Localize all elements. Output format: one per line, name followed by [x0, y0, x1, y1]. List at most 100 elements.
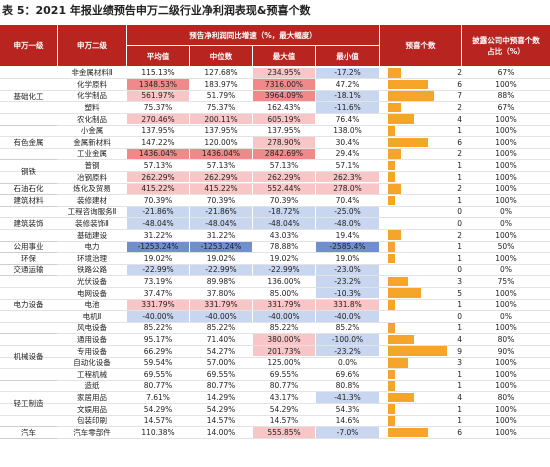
group-line: [0, 205, 57, 207]
sub-industry: 文娱用品: [77, 404, 107, 414]
growth-value: -48.04%: [127, 218, 189, 229]
growth-value: 331.8%: [316, 299, 379, 311]
sub-industry: 光伏设备: [77, 277, 107, 287]
pct-value: 100%: [495, 323, 517, 333]
growth-value: 70.39%: [143, 195, 173, 205]
group-line: [0, 252, 57, 254]
sub-industry: 造纸: [84, 381, 100, 391]
growth-value: 138.0%: [333, 126, 362, 136]
growth-value: -18.1%: [316, 90, 379, 102]
header-cell: 最大值: [253, 46, 315, 66]
count-bar: [388, 404, 395, 414]
pct-value: 100%: [495, 230, 517, 240]
row-line: [0, 217, 550, 219]
sub-industry: 自动化设备: [73, 358, 111, 368]
growth-value: 14.00%: [206, 427, 236, 437]
growth-value: -2585.4%: [316, 241, 379, 253]
group-line: [0, 182, 57, 184]
growth-value: 147.22%: [141, 137, 175, 147]
sub-industry: 非金属材料Ⅱ: [71, 68, 113, 78]
growth-value: 54.3%: [335, 404, 360, 414]
count-bar: [388, 242, 395, 252]
group-line: [0, 437, 57, 439]
industry: 石油石化: [13, 184, 44, 194]
growth-value: 110.38%: [141, 427, 175, 437]
growth-value: 0.0%: [337, 358, 358, 368]
growth-value: 3964.09%: [253, 90, 315, 102]
growth-value: 262.29%: [253, 171, 315, 183]
growth-value: -7.0%: [316, 427, 379, 438]
growth-value: 85.22%: [206, 323, 236, 333]
growth-value: 19.02%: [143, 253, 173, 263]
pct-value: 100%: [495, 288, 517, 298]
sub-industry: 普钢: [84, 161, 100, 171]
growth-value: -10.3%: [316, 287, 379, 299]
pct-value: 100%: [495, 184, 517, 194]
sub-industry: 工业金属: [77, 149, 107, 159]
growth-value: 75.37%: [143, 103, 173, 113]
row-line: [0, 136, 550, 138]
growth-value: -40.00%: [190, 311, 252, 322]
row-line: [0, 310, 550, 312]
sub-industry: 塑料: [84, 103, 100, 113]
count-value: 2: [457, 184, 462, 194]
count-value: 1: [457, 369, 462, 379]
pct-value: 100%: [495, 114, 517, 124]
growth-value: 69.55%: [269, 369, 299, 379]
row-line: [0, 275, 550, 277]
count-value: 4: [457, 335, 462, 345]
count-bar: [388, 334, 415, 345]
header-cell: 最小值: [316, 46, 379, 66]
growth-value: 1436.04%: [190, 148, 252, 160]
pct-value: 80%: [497, 335, 515, 345]
header-cell: 申万二级: [58, 25, 126, 66]
growth-value: 89.98%: [206, 277, 236, 287]
count-value: 0: [457, 207, 462, 217]
growth-value: 14.57%: [143, 416, 173, 426]
growth-value: 70.39%: [206, 195, 236, 205]
growth-value: 7316.00%: [253, 79, 315, 90]
count-bar: [388, 323, 395, 333]
growth-value: 561.97%: [127, 90, 189, 102]
row-line: [0, 344, 550, 346]
group-line: [0, 159, 57, 161]
count-bar: [388, 416, 395, 426]
growth-value: 29.4%: [335, 149, 360, 159]
pct-value: 100%: [495, 427, 517, 437]
growth-value: 278.90%: [253, 137, 315, 148]
growth-value: 115.13%: [141, 68, 175, 78]
industry: 基础化工: [13, 91, 44, 101]
pct-value: 100%: [495, 381, 517, 391]
growth-value: 70.39%: [269, 195, 299, 205]
sub-industry: 专用设备: [77, 346, 107, 356]
growth-value: -18.72%: [253, 206, 315, 218]
row-line: [0, 263, 550, 265]
sub-industry: 电网设备: [77, 288, 107, 298]
growth-value: 7.61%: [146, 393, 170, 403]
growth-value: 14.57%: [269, 416, 299, 426]
sub-industry: 铁路公路: [77, 265, 107, 275]
count-bar: [388, 346, 448, 356]
count-value: 2: [457, 149, 462, 159]
row-line: [0, 368, 550, 370]
count-value: 9: [457, 346, 462, 356]
pct-value: 0%: [500, 219, 512, 229]
growth-value: 80.77%: [206, 381, 236, 391]
count-value: 1: [457, 172, 462, 182]
growth-value: -41.3%: [316, 392, 379, 403]
row-line: [0, 240, 550, 242]
count-bar: [388, 276, 408, 287]
count-value: 1: [457, 323, 462, 333]
pct-value: 100%: [495, 358, 517, 368]
group-line: [0, 379, 57, 381]
count-bar: [388, 427, 428, 438]
industry: 轻工制造: [13, 398, 44, 408]
growth-value: 37.47%: [143, 288, 173, 298]
growth-value: -40.0%: [316, 311, 379, 322]
row-line: [0, 356, 550, 358]
count-bar: [388, 369, 395, 380]
growth-value: 137.95%: [267, 126, 301, 136]
growth-value: 137.95%: [204, 126, 238, 136]
growth-value: 183.97%: [204, 79, 238, 89]
count-bar: [388, 288, 421, 298]
